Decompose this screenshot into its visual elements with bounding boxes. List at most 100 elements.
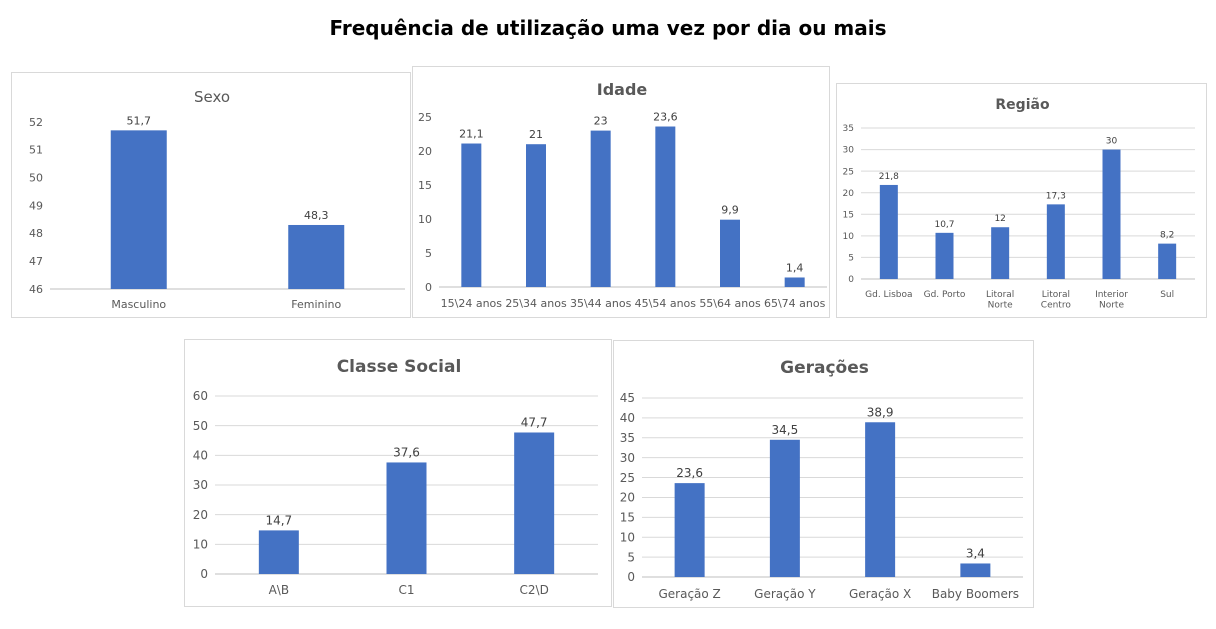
x-tick-label: Geração X xyxy=(849,587,911,601)
x-tick-label: 65\74 anos xyxy=(764,297,826,310)
y-tick-label: 0 xyxy=(200,567,208,581)
y-tick-label: 5 xyxy=(425,247,432,260)
y-tick-label: 30 xyxy=(620,451,635,465)
bar xyxy=(110,130,167,289)
data-label: 51,7 xyxy=(127,114,152,127)
y-tick-label: 15 xyxy=(620,511,635,525)
y-tick-label: 0 xyxy=(425,281,432,294)
x-tick-label: 25\34 anos xyxy=(505,297,567,310)
x-tick-line: Geração Z xyxy=(658,587,720,601)
x-tick-label: 55\64 anos xyxy=(699,297,761,310)
y-tick-label: 0 xyxy=(848,275,854,285)
x-tick-line: C1 xyxy=(398,583,414,597)
data-label: 8,2 xyxy=(1160,231,1174,241)
data-label: 17,3 xyxy=(1046,191,1066,201)
x-tick-line: C2\D xyxy=(520,583,549,597)
chart-title: Sexo xyxy=(194,88,230,106)
x-tick-line: Geração X xyxy=(849,587,911,601)
y-tick-label: 50 xyxy=(193,419,208,433)
y-tick-label: 46 xyxy=(29,283,43,296)
y-tick-label: 15 xyxy=(418,179,432,192)
bar xyxy=(720,219,740,287)
chart-panel-idade: Idade 0 5 10 15 20 25 21,1 15\24 anos 21 25\34 ano… xyxy=(412,66,830,318)
x-tick-label: Sul xyxy=(1160,290,1174,300)
y-tick-label: 49 xyxy=(29,199,43,212)
bar xyxy=(674,483,705,577)
data-label: 12 xyxy=(994,214,1005,224)
data-label: 30 xyxy=(1106,137,1118,147)
x-tick-line: 25\34 anos xyxy=(505,297,567,310)
x-tick-line: Litoral xyxy=(986,290,1014,300)
data-label: 23,6 xyxy=(676,466,703,480)
bar xyxy=(935,232,954,279)
data-label: 23,6 xyxy=(653,111,678,124)
x-tick-label: 45\54 anos xyxy=(635,297,697,310)
x-tick-label: Gd. Lisboa xyxy=(865,290,912,300)
x-tick-line: A\B xyxy=(269,583,289,597)
chart-title: Classe Social xyxy=(337,357,462,377)
data-label: 3,4 xyxy=(966,546,985,560)
x-tick-label: Litoral Norte xyxy=(986,290,1014,310)
y-tick-label: 30 xyxy=(193,478,208,492)
y-tick-label: 35 xyxy=(620,431,635,445)
y-tick-label: 15 xyxy=(843,210,854,220)
y-tick-label: 30 xyxy=(843,146,855,156)
bar xyxy=(991,227,1010,279)
chart-panel-regiao: Região 0 5 10 15 20 25 30 35 21,8 Gd. Lisboa 10,7 Gd… xyxy=(836,83,1207,318)
bar xyxy=(590,130,611,287)
bar xyxy=(769,439,800,577)
page-title: Frequência de utilização uma vez por dia… xyxy=(329,16,887,40)
y-tick-label: 20 xyxy=(418,145,432,158)
data-label: 10,7 xyxy=(934,220,954,230)
y-tick-label: 40 xyxy=(620,411,635,425)
x-tick-label: C1 xyxy=(398,583,414,597)
y-tick-label: 10 xyxy=(193,538,208,552)
bar xyxy=(865,422,896,577)
x-tick-line: Gd. Porto xyxy=(924,290,966,300)
y-tick-label: 50 xyxy=(29,172,43,185)
bar xyxy=(258,530,299,574)
x-tick-label: Geração Z xyxy=(658,587,720,601)
y-tick-label: 60 xyxy=(193,389,208,403)
data-label: 21,8 xyxy=(879,172,899,182)
bar xyxy=(1102,149,1121,279)
chart-sexo: Sexo 46 47 48 49 50 51 52 51,7 Masculino 48,3 Femin… xyxy=(29,88,405,311)
y-tick-label: 10 xyxy=(843,232,855,242)
x-tick-line: Gd. Lisboa xyxy=(865,290,912,300)
data-label: 1,4 xyxy=(786,261,804,274)
x-tick-line: 45\54 anos xyxy=(635,297,697,310)
x-tick-line: 35\44 anos xyxy=(570,297,632,310)
y-tick-label: 20 xyxy=(843,189,855,199)
data-label: 23 xyxy=(594,115,608,128)
y-tick-label: 10 xyxy=(418,213,432,226)
x-tick-label: Gd. Porto xyxy=(924,290,966,300)
x-tick-line: Geração Y xyxy=(754,587,816,601)
chart-panel-geracoes: Gerações 0 5 10 15 20 25 30 35 40 45 23,6 Geração Z 3… xyxy=(613,340,1034,608)
data-label: 47,7 xyxy=(521,415,548,429)
x-tick-label: Geração Y xyxy=(754,587,816,601)
y-tick-label: 35 xyxy=(843,124,854,134)
chart-panel-classe-social: Classe Social 0 10 20 30 40 50 60 14,7 A\B 37,6 C1 4… xyxy=(184,339,612,607)
y-tick-label: 51 xyxy=(29,144,43,157)
y-tick-label: 5 xyxy=(627,550,635,564)
y-tick-label: 5 xyxy=(848,254,854,264)
bar xyxy=(960,563,991,577)
x-tick-label: 15\24 anos xyxy=(441,297,503,310)
x-tick-line: Baby Boomers xyxy=(932,587,1019,601)
x-tick-label: 35\44 anos xyxy=(570,297,632,310)
data-label: 14,7 xyxy=(265,513,292,527)
bar xyxy=(1046,204,1065,279)
chart-title: Idade xyxy=(597,80,648,99)
y-tick-label: 40 xyxy=(193,449,208,463)
bar xyxy=(526,144,546,287)
bar xyxy=(784,277,805,287)
y-tick-label: 52 xyxy=(29,116,43,129)
x-tick-line: Sul xyxy=(1160,290,1174,300)
x-tick-label: Interior Norte xyxy=(1095,290,1128,310)
data-label: 48,3 xyxy=(304,209,329,222)
bar xyxy=(386,462,427,574)
x-tick-line: Norte xyxy=(988,300,1013,310)
data-label: 21,1 xyxy=(459,128,484,141)
bar xyxy=(514,432,555,574)
y-tick-label: 47 xyxy=(29,255,43,268)
